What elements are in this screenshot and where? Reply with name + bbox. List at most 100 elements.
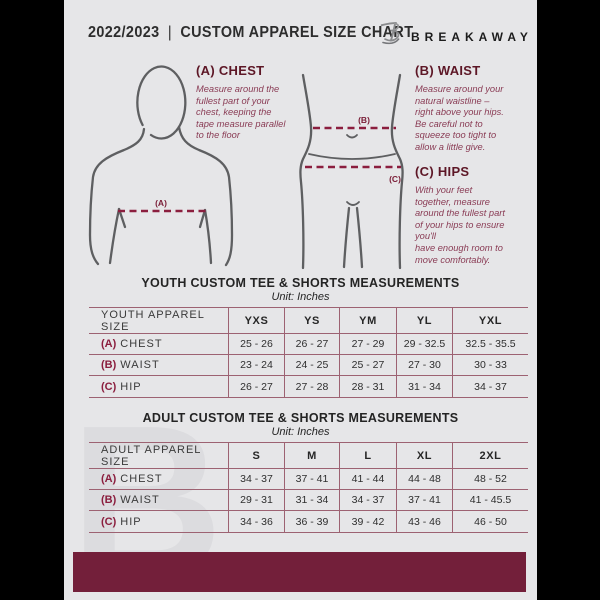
row-label: WAIST	[120, 494, 160, 506]
measurement-value-cell: 30 - 33	[452, 354, 528, 375]
left-shoulder-arm-outline	[88, 127, 146, 266]
row-marker-prefix: (C)	[101, 380, 117, 393]
measurement-value-cell: 34 - 36	[228, 510, 284, 532]
measurement-value-cell: 44 - 48	[396, 468, 452, 489]
size-column-header: YM	[339, 308, 396, 333]
header-year: 2022/2023	[88, 24, 160, 41]
row-label: CHEST	[120, 338, 163, 350]
measurement-value-cell: 46 - 50	[452, 510, 528, 532]
measurement-value-cell: 39 - 42	[339, 510, 396, 532]
page-canvas: B 2022/2023 | CUSTOM APPAREL SIZE CHART BR…	[64, 0, 537, 600]
size-column-header: S	[228, 443, 284, 468]
head-outline	[136, 65, 187, 140]
measurement-value-cell: 37 - 41	[396, 489, 452, 510]
row-label: CHEST	[120, 473, 163, 485]
upper-body-silhouette	[88, 65, 234, 267]
measurement-value-cell: 27 - 30	[396, 354, 452, 375]
left-torso-leg-outline	[299, 73, 313, 270]
measurement-value-cell: 29 - 31	[228, 489, 284, 510]
measurement-value-cell: 36 - 39	[284, 510, 339, 532]
measurement-value-cell: 48 - 52	[452, 468, 528, 489]
chest-section-description: Measure around the fullest part of your …	[196, 84, 286, 141]
left-inner-arm-line	[108, 207, 121, 265]
header-chart-title: CUSTOM APPAREL SIZE CHART	[180, 24, 414, 41]
size-column-header: YXS	[228, 308, 284, 333]
row-label-cell: (C) HIP	[89, 375, 228, 397]
measurement-value-cell: 29 - 32.5	[396, 333, 452, 354]
measurement-value-cell: 34 - 37	[228, 468, 284, 489]
left-inner-leg-line	[342, 206, 351, 269]
size-column-header: M	[284, 443, 339, 468]
row-label-cell: (B) WAIST	[89, 489, 228, 510]
row-marker-prefix: (A)	[101, 338, 117, 350]
row-label-cell: (B) WAIST	[89, 354, 228, 375]
right-inner-leg-line	[355, 206, 364, 269]
brand-lockup: BREAKAWAY	[380, 18, 533, 50]
lower-body-silhouette	[299, 73, 404, 270]
waist-section-description: Measure around your natural waistline – …	[415, 84, 504, 152]
size-column-header: XL	[396, 443, 452, 468]
belly-curve	[308, 153, 396, 160]
adult-table-unit: Unit: Inches	[271, 426, 330, 438]
measurement-value-cell: 26 - 27	[284, 333, 339, 354]
measurement-value-cell: 34 - 37	[339, 489, 396, 510]
navel-mark	[346, 134, 358, 139]
measurement-value-cell: 41 - 45.5	[452, 489, 528, 510]
waist-section-heading: (B) WAIST	[415, 63, 481, 78]
measurement-value-cell: 27 - 28	[284, 375, 339, 397]
header-separator: |	[167, 24, 172, 41]
header-title: 2022/2023 | CUSTOM APPAREL SIZE CHART	[88, 24, 413, 42]
row-label: HIP	[120, 380, 142, 393]
measurement-value-cell: 24 - 25	[284, 354, 339, 375]
chest-marker-label: (A)	[155, 198, 167, 208]
adult-size-table: ADULT APPAREL SIZE S M L XL 2XL (A) CHEST 34 - 3…	[89, 442, 528, 533]
size-table-label-header: ADULT APPAREL SIZE	[101, 443, 202, 468]
row-label-cell: (C) HIP	[89, 510, 228, 532]
right-armpit-crease	[198, 208, 207, 229]
brand-name: BREAKAWAY	[411, 30, 533, 44]
youth-size-table: YOUTH APPAREL SIZE YXS YS YM YL YXL (A) CHEST 25…	[89, 307, 528, 398]
row-label: WAIST	[120, 359, 160, 371]
crotch-curve	[346, 201, 360, 206]
size-table-label-header: YOUTH APPAREL SIZE	[101, 308, 205, 333]
measurement-value-cell: 25 - 27	[339, 354, 396, 375]
row-label-cell: (A) CHEST	[89, 468, 228, 489]
measurement-value-cell: 31 - 34	[284, 489, 339, 510]
size-column-header: YS	[284, 308, 339, 333]
right-inner-arm-line	[203, 208, 213, 265]
size-column-header: YL	[396, 308, 452, 333]
body-measurement-diagram: (A) (B) (C)	[88, 65, 404, 270]
measurement-value-cell: 32.5 - 35.5	[452, 333, 528, 354]
right-torso-leg-outline	[390, 73, 404, 270]
youth-table-title: YOUTH CUSTOM TEE & SHORTS MEASUREMENTS	[141, 276, 460, 290]
right-shoulder-arm-outline	[177, 125, 234, 267]
row-label: HIP	[120, 515, 142, 528]
measurement-lines	[118, 126, 401, 213]
measurement-value-cell: 23 - 24	[228, 354, 284, 375]
size-column-header: 2XL	[452, 443, 528, 468]
measurement-value-cell: 31 - 34	[396, 375, 452, 397]
measurement-value-cell: 34 - 37	[452, 375, 528, 397]
adult-table-title: ADULT CUSTOM TEE & SHORTS MEASUREMENTS	[142, 411, 459, 425]
size-column-header: L	[339, 443, 396, 468]
measurement-value-cell: 41 - 44	[339, 468, 396, 489]
measurement-value-cell: 28 - 31	[339, 375, 396, 397]
measurement-value-cell: 25 - 26	[228, 333, 284, 354]
hips-section-description: With your feet together, measure around …	[415, 185, 505, 265]
measurement-value-cell: 27 - 29	[339, 333, 396, 354]
row-marker-prefix: (A)	[101, 473, 117, 485]
waist-marker-label: (B)	[358, 115, 370, 125]
measurement-value-cell: 26 - 27	[228, 375, 284, 397]
measurement-value-cell: 37 - 41	[284, 468, 339, 489]
row-marker-prefix: (B)	[101, 494, 117, 506]
row-marker-prefix: (C)	[101, 515, 117, 528]
breakaway-logo-icon	[380, 18, 402, 50]
size-column-header: YXL	[452, 308, 528, 333]
measurement-value-cell: 43 - 46	[396, 510, 452, 532]
chest-section-heading: (A) CHEST	[196, 63, 265, 78]
row-marker-prefix: (B)	[101, 359, 117, 371]
youth-table-unit: Unit: Inches	[271, 291, 330, 303]
page-header: 2022/2023 | CUSTOM APPAREL SIZE CHART	[88, 24, 438, 42]
hips-marker-label: (C)	[389, 174, 401, 184]
row-label-cell: (A) CHEST	[89, 333, 228, 354]
